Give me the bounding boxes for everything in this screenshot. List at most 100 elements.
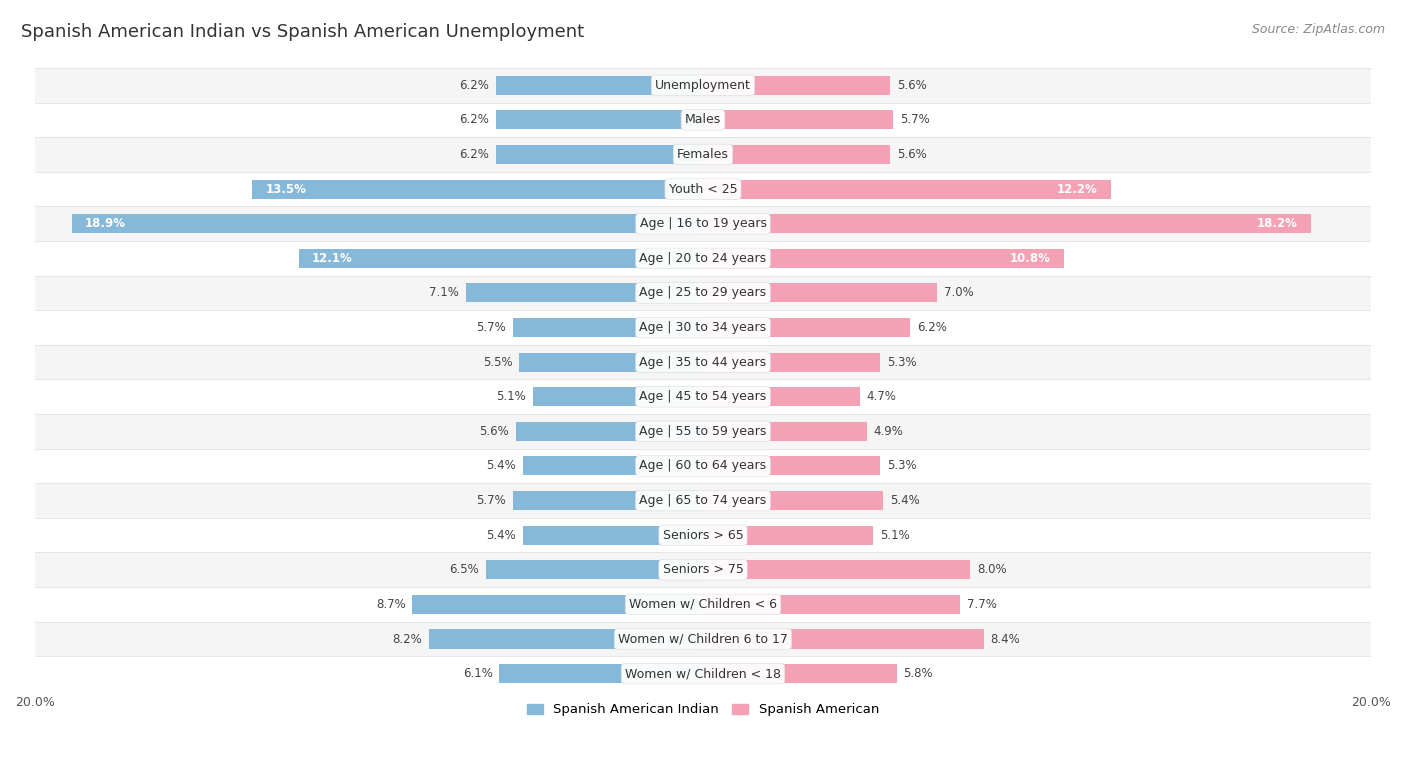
- Bar: [35, 345, 1371, 379]
- Text: Source: ZipAtlas.com: Source: ZipAtlas.com: [1251, 23, 1385, 36]
- Bar: [35, 518, 1371, 553]
- Bar: [533, 388, 703, 407]
- Text: 5.3%: 5.3%: [887, 459, 917, 472]
- Bar: [72, 214, 703, 233]
- Text: Age | 35 to 44 years: Age | 35 to 44 years: [640, 356, 766, 369]
- Bar: [703, 318, 910, 337]
- Text: 5.7%: 5.7%: [900, 114, 929, 126]
- Text: Youth < 25: Youth < 25: [669, 182, 737, 195]
- Text: 5.4%: 5.4%: [486, 528, 516, 542]
- Text: Age | 55 to 59 years: Age | 55 to 59 years: [640, 425, 766, 438]
- Text: Age | 30 to 34 years: Age | 30 to 34 years: [640, 321, 766, 334]
- Legend: Spanish American Indian, Spanish American: Spanish American Indian, Spanish America…: [522, 698, 884, 721]
- Text: 5.8%: 5.8%: [904, 667, 934, 680]
- Bar: [703, 456, 880, 475]
- Text: 6.5%: 6.5%: [450, 563, 479, 576]
- Bar: [35, 656, 1371, 691]
- Bar: [252, 179, 703, 198]
- Bar: [35, 172, 1371, 207]
- Text: 18.9%: 18.9%: [84, 217, 127, 230]
- Text: Age | 25 to 29 years: Age | 25 to 29 years: [640, 286, 766, 300]
- Bar: [496, 76, 703, 95]
- Bar: [703, 283, 936, 303]
- Text: Seniors > 65: Seniors > 65: [662, 528, 744, 542]
- Bar: [35, 103, 1371, 137]
- Text: 6.2%: 6.2%: [460, 148, 489, 161]
- Bar: [703, 388, 860, 407]
- Text: 5.6%: 5.6%: [479, 425, 509, 438]
- Text: 10.8%: 10.8%: [1010, 252, 1050, 265]
- Text: 6.1%: 6.1%: [463, 667, 492, 680]
- Bar: [703, 214, 1310, 233]
- Bar: [519, 353, 703, 372]
- Text: 6.2%: 6.2%: [460, 79, 489, 92]
- Bar: [496, 145, 703, 164]
- Bar: [35, 553, 1371, 587]
- Text: 5.7%: 5.7%: [477, 321, 506, 334]
- Bar: [513, 318, 703, 337]
- Text: Women w/ Children 6 to 17: Women w/ Children 6 to 17: [619, 633, 787, 646]
- Text: 7.7%: 7.7%: [967, 598, 997, 611]
- Text: 6.2%: 6.2%: [917, 321, 946, 334]
- Bar: [35, 68, 1371, 103]
- Bar: [429, 630, 703, 649]
- Text: 13.5%: 13.5%: [266, 182, 307, 195]
- Text: 7.0%: 7.0%: [943, 286, 973, 300]
- Text: Spanish American Indian vs Spanish American Unemployment: Spanish American Indian vs Spanish Ameri…: [21, 23, 585, 41]
- Bar: [703, 422, 866, 441]
- Text: 6.2%: 6.2%: [460, 114, 489, 126]
- Bar: [35, 207, 1371, 241]
- Bar: [35, 276, 1371, 310]
- Bar: [703, 76, 890, 95]
- Bar: [703, 353, 880, 372]
- Bar: [703, 145, 890, 164]
- Text: 4.9%: 4.9%: [873, 425, 903, 438]
- Bar: [703, 249, 1064, 268]
- Bar: [703, 560, 970, 579]
- Text: 18.2%: 18.2%: [1257, 217, 1298, 230]
- Text: 8.2%: 8.2%: [392, 633, 422, 646]
- Bar: [516, 422, 703, 441]
- Text: 12.2%: 12.2%: [1056, 182, 1097, 195]
- Bar: [465, 283, 703, 303]
- Bar: [35, 587, 1371, 621]
- Text: 5.7%: 5.7%: [477, 494, 506, 507]
- Text: Seniors > 75: Seniors > 75: [662, 563, 744, 576]
- Bar: [523, 525, 703, 545]
- Text: Females: Females: [678, 148, 728, 161]
- Text: Age | 16 to 19 years: Age | 16 to 19 years: [640, 217, 766, 230]
- Text: 5.1%: 5.1%: [880, 528, 910, 542]
- Text: 5.6%: 5.6%: [897, 79, 927, 92]
- Bar: [412, 595, 703, 614]
- Text: 8.0%: 8.0%: [977, 563, 1007, 576]
- Bar: [703, 491, 883, 510]
- Text: Age | 65 to 74 years: Age | 65 to 74 years: [640, 494, 766, 507]
- Text: 12.1%: 12.1%: [312, 252, 353, 265]
- Bar: [523, 456, 703, 475]
- Text: Males: Males: [685, 114, 721, 126]
- Bar: [35, 449, 1371, 483]
- Bar: [35, 621, 1371, 656]
- Bar: [35, 483, 1371, 518]
- Text: 5.5%: 5.5%: [484, 356, 513, 369]
- Text: 5.3%: 5.3%: [887, 356, 917, 369]
- Bar: [513, 491, 703, 510]
- Text: 4.7%: 4.7%: [866, 391, 897, 403]
- Text: 5.4%: 5.4%: [486, 459, 516, 472]
- Text: 8.4%: 8.4%: [990, 633, 1019, 646]
- Text: 7.1%: 7.1%: [429, 286, 460, 300]
- Bar: [703, 525, 873, 545]
- Bar: [703, 630, 984, 649]
- Text: Women w/ Children < 6: Women w/ Children < 6: [628, 598, 778, 611]
- Text: 8.7%: 8.7%: [375, 598, 406, 611]
- Bar: [35, 310, 1371, 345]
- Text: Age | 20 to 24 years: Age | 20 to 24 years: [640, 252, 766, 265]
- Bar: [299, 249, 703, 268]
- Text: 5.4%: 5.4%: [890, 494, 920, 507]
- Bar: [486, 560, 703, 579]
- Text: 5.6%: 5.6%: [897, 148, 927, 161]
- Bar: [496, 111, 703, 129]
- Bar: [703, 664, 897, 683]
- Text: Unemployment: Unemployment: [655, 79, 751, 92]
- Bar: [703, 595, 960, 614]
